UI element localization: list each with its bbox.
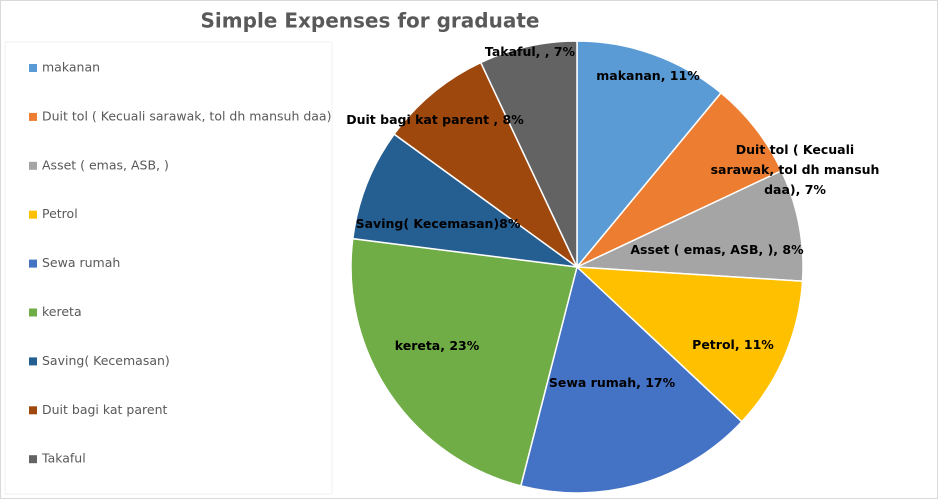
pie-slice bbox=[393, 61, 578, 268]
data-label: Duit bagi kat parent , 8% bbox=[346, 112, 524, 127]
legend-swatch bbox=[29, 210, 37, 219]
legend-label: Saving( Kecemasan) bbox=[42, 353, 170, 368]
pie-slice bbox=[576, 40, 723, 270]
data-label: makanan, 11% bbox=[596, 68, 700, 83]
pie-slice bbox=[479, 40, 578, 268]
legend-swatch bbox=[29, 161, 37, 170]
legend-swatch bbox=[29, 112, 37, 121]
pie-slice bbox=[351, 133, 578, 268]
legend-swatch bbox=[29, 455, 37, 464]
legend-swatch bbox=[29, 64, 37, 72]
data-label: Sewa rumah, 17% bbox=[548, 375, 676, 390]
data-label: kereta, 23% bbox=[394, 338, 480, 353]
pie-slice bbox=[576, 169, 804, 282]
data-label: Petrol, 11% bbox=[692, 337, 774, 352]
legend-label: kereta bbox=[42, 304, 82, 319]
data-label: Asset ( emas, ASB, ), 8% bbox=[630, 242, 804, 257]
legend-box bbox=[4, 41, 333, 495]
pie-slice bbox=[574, 266, 804, 423]
legend-swatch bbox=[29, 308, 37, 317]
chart-title: Simple Expenses for graduate bbox=[201, 9, 540, 33]
pie-slice bbox=[519, 265, 743, 494]
pie-slice bbox=[350, 237, 578, 487]
legend-label: Duit bagi kat parent bbox=[42, 402, 167, 417]
data-label: Duit tol ( Kecuali sarawak, tol dh mansu… bbox=[710, 142, 880, 197]
data-label: Takaful, , 7% bbox=[484, 44, 576, 59]
legend-swatch bbox=[29, 357, 37, 366]
legend-swatch bbox=[29, 406, 37, 415]
legend-label: Petrol bbox=[42, 206, 78, 221]
legend-label: Asset ( emas, ASB, ) bbox=[42, 157, 169, 172]
legend-label: makanan bbox=[42, 60, 100, 75]
legend-swatch bbox=[29, 259, 37, 268]
legend-label: Sewa rumah bbox=[42, 255, 120, 270]
legend-label: Duit tol ( Kecuali sarawak, tol dh mansu… bbox=[42, 108, 331, 123]
legend-label: Takaful bbox=[41, 451, 86, 466]
data-label: Saving( Kecemasan)8% bbox=[355, 216, 521, 231]
